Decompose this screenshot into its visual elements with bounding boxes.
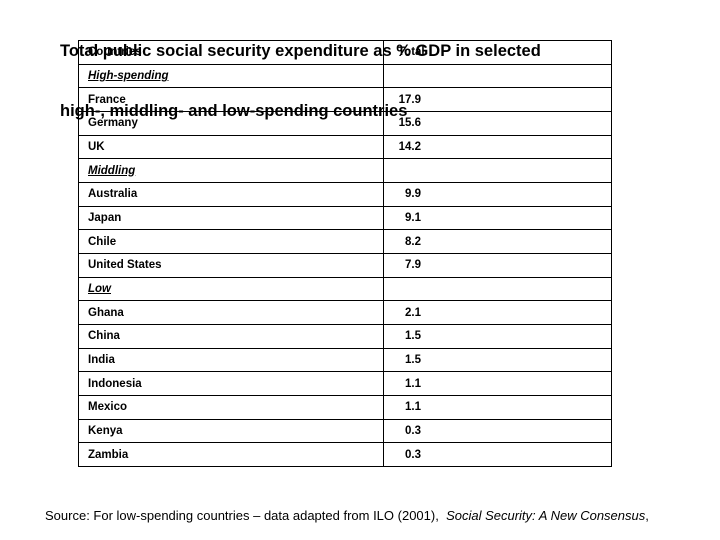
value-label: 1.1 [405, 377, 421, 390]
header-row: Countries Total [78, 40, 612, 65]
value-cell: 15.6 [383, 110, 612, 136]
country-cell: Kenya [78, 418, 384, 444]
value-cell: 2.1 [383, 300, 612, 325]
section-cell: Middling [78, 158, 384, 183]
country-label: France [88, 93, 126, 106]
value-cell: 1.1 [383, 371, 612, 396]
value-label: 15.6 [398, 117, 421, 130]
value-label: 7.9 [405, 259, 421, 272]
country-label: Japan [88, 211, 122, 224]
value-label: 8.2 [405, 235, 421, 248]
section-row: High-spending [78, 63, 612, 89]
expenditure-table: Countries Total High-spending France 17.… [78, 40, 612, 467]
value-cell: 0.3 [383, 418, 612, 444]
country-label: United States [88, 259, 162, 272]
value-label: 14.2 [398, 140, 421, 153]
country-label: Chile [88, 235, 117, 248]
table-row: Kenya 0.3 [78, 418, 612, 444]
country-cell: United States [78, 252, 384, 278]
section-cell: Low [78, 276, 384, 302]
table-row: Ghana 2.1 [78, 300, 612, 325]
source-note: Source: For low-spending countries – dat… [45, 467, 649, 540]
value-cell [383, 158, 612, 183]
country-cell: China [78, 323, 384, 349]
value-cell: 8.2 [383, 229, 612, 254]
country-cell: India [78, 347, 384, 373]
value-label: 9.9 [405, 188, 421, 201]
country-label: China [88, 330, 120, 343]
table-row: Germany 15.6 [78, 110, 612, 136]
value-label: 1.1 [405, 401, 421, 414]
value-cell: 1.1 [383, 394, 612, 420]
column-header-total: Total [383, 40, 612, 65]
country-cell: UK [78, 134, 384, 160]
section-label: Low [88, 282, 111, 295]
source-citation-title: Social Security: A New Consensus [446, 508, 646, 523]
table-row: Mexico 1.1 [78, 394, 612, 420]
value-cell: 14.2 [383, 134, 612, 160]
country-cell: Japan [78, 205, 384, 231]
source-text: Source: For low-spending countries – dat… [45, 508, 447, 523]
table-row: Japan 9.1 [78, 205, 612, 231]
source-text: , [645, 508, 649, 523]
section-label: Middling [88, 164, 136, 177]
country-label: Australia [88, 188, 138, 201]
country-cell: Ghana [78, 300, 384, 325]
country-label: Ghana [88, 306, 124, 319]
table-row: Australia 9.9 [78, 181, 612, 207]
value-label: 0.3 [405, 424, 421, 437]
country-label: India [88, 353, 115, 366]
country-cell: Zambia [78, 442, 384, 467]
source-line-1: Source: For low-spending countries – dat… [45, 506, 649, 526]
value-label: 2.1 [405, 306, 421, 319]
country-label: Mexico [88, 401, 127, 414]
section-cell: High-spending [78, 63, 384, 89]
column-header-countries: Countries [78, 40, 384, 65]
country-cell: Germany [78, 110, 384, 136]
country-cell: Mexico [78, 394, 384, 420]
value-cell: 1.5 [383, 323, 612, 349]
value-label: 1.5 [405, 353, 421, 366]
value-cell: 0.3 [383, 442, 612, 467]
table-row: UK 14.2 [78, 134, 612, 160]
table-row: India 1.5 [78, 347, 612, 373]
table-row: China 1.5 [78, 323, 612, 349]
table-row: France 17.9 [78, 87, 612, 112]
country-cell: Indonesia [78, 371, 384, 396]
table-row: Zambia 0.3 [78, 442, 612, 467]
section-row: Middling [78, 158, 612, 183]
table-row: Indonesia 1.1 [78, 371, 612, 396]
value-cell [383, 63, 612, 89]
country-label: Zambia [88, 448, 129, 461]
table-row: United States 7.9 [78, 252, 612, 278]
value-cell: 9.9 [383, 181, 612, 207]
country-cell: Australia [78, 181, 384, 207]
country-cell: France [78, 87, 384, 112]
value-cell: 7.9 [383, 252, 612, 278]
country-label: Indonesia [88, 377, 142, 390]
value-label: 0.3 [405, 448, 421, 461]
country-cell: Chile [78, 229, 384, 254]
value-label: 1.5 [405, 330, 421, 343]
section-row: Low [78, 276, 612, 302]
value-cell [383, 276, 612, 302]
value-cell: 17.9 [383, 87, 612, 112]
country-label: Kenya [88, 424, 123, 437]
value-cell: 1.5 [383, 347, 612, 373]
country-label: Germany [88, 117, 138, 130]
value-label: 9.1 [405, 211, 421, 224]
section-label: High-spending [88, 69, 169, 82]
country-label: UK [88, 140, 105, 153]
value-cell: 9.1 [383, 205, 612, 231]
value-label: 17.9 [398, 93, 421, 106]
table-row: Chile 8.2 [78, 229, 612, 254]
